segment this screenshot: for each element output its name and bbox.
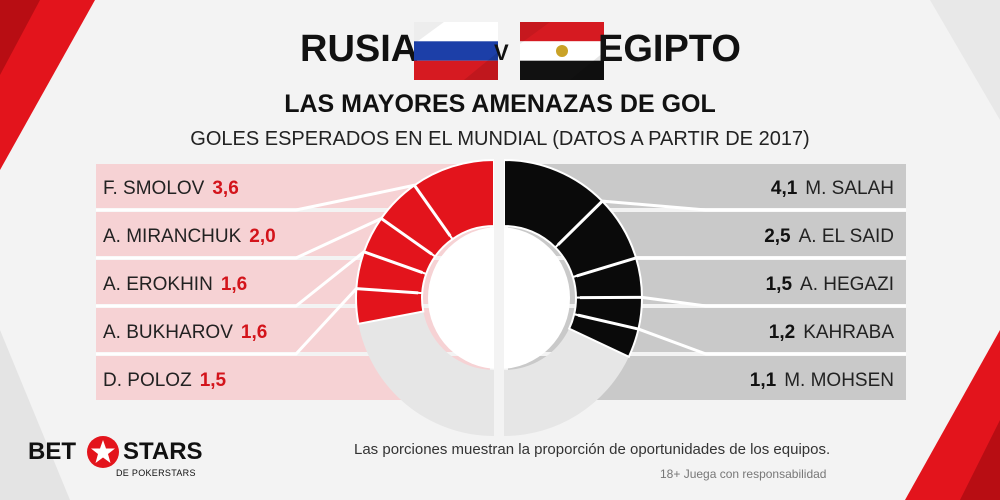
chart-subtitle: GOLES ESPERADOS EN EL MUNDIAL (DATOS A P… [190,128,810,150]
egypt-row-separator [579,295,906,308]
responsible-gambling-note: 18+ Juega con responsabilidad [660,467,827,481]
logo-subtext: DE POKERSTARS [116,468,196,478]
player-value-label: 3,6 [212,178,238,199]
betstars-logo: BET STARS DE POKERSTARS [28,436,208,488]
player-name-label: KAHRABA [803,322,894,343]
player-name-label: A. HEGAZI [800,274,894,295]
player-name-label: A. EL SAID [799,226,894,247]
russia-row-separator [96,183,452,237]
bottom-right-dark-corner [960,420,1000,500]
top-right-facet [930,0,1000,120]
bottom-left-facet [0,330,70,500]
team-right-name: EGIPTO [598,28,741,70]
chart-title: LAS MAYORES AMENAZAS DE GOL [284,90,716,118]
donut-center-gap [494,158,504,438]
egypt-slice [567,313,640,359]
player-value-label: 2,5 [764,226,791,247]
player-value-label: 4,1 [771,178,798,199]
player-value-label: 1,6 [241,322,267,343]
russia-row-separator [96,287,419,356]
player-value-label: 1,2 [769,322,795,343]
player-name-label: D. POLOZ [103,370,192,391]
player-name-label: M. MOHSEN [784,370,894,391]
player-name-label: M. SALAH [805,178,894,199]
egypt-row-separator [577,313,906,356]
russia-slice [355,287,425,326]
versus-label: V [494,40,509,65]
team-left-name: RUSIA [300,28,419,70]
russia-row-separator [96,216,433,260]
chart-footnote: Las porciones muestran la proporción de … [354,441,831,458]
player-name-label: A. EROKHIN [103,274,213,295]
player-value-label: 1,6 [221,274,247,295]
star-logo-icon [87,436,119,468]
player-name-label: A. MIRANCHUK [103,226,242,247]
bottom-right-red-corner [905,330,1000,500]
player-name-label: F. SMOLOV [103,178,205,199]
top-left-dark-corner [0,0,40,75]
logo-bet-text: BET [28,438,76,465]
player-value-label: 1,5 [766,274,793,295]
egypt-row-separator [576,256,906,278]
match-title: RUSIA V EGIPTO [0,14,1000,84]
russia-remainder-slice [358,311,494,436]
player-value-label: 2,0 [249,226,275,247]
top-left-red-corner [0,0,95,170]
russia-flag-icon [414,22,498,80]
egypt-flag-icon [520,22,604,80]
player-value-label: 1,5 [200,370,227,391]
egypt-remainder-slice [504,328,629,436]
logo-stars-text: STARS [123,438,203,465]
player-name-label: A. BUKHAROV [103,322,233,343]
egypt-row-separator [557,199,906,246]
player-value-label: 1,1 [750,370,777,391]
russia-row-separator [96,250,423,308]
